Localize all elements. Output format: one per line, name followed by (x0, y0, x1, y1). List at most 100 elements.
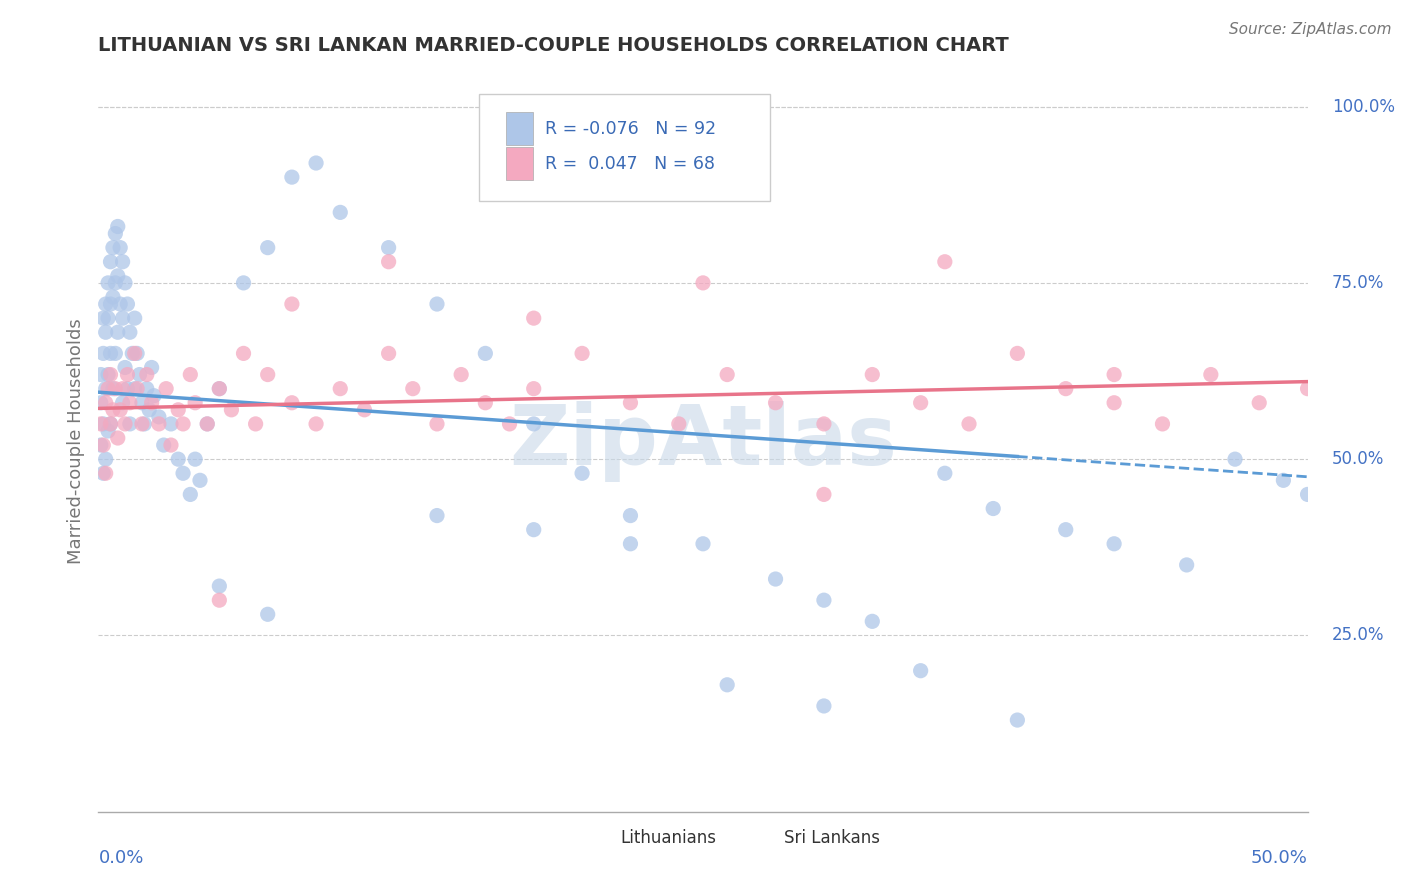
Point (208, 579, 231, 593)
Point (101, 241, 124, 255)
Point (114, 276, 136, 290)
Point (184, 396, 207, 410)
Point (765, 396, 787, 410)
Point (245, 417, 267, 431)
Point (141, 396, 163, 410)
Point (160, 417, 183, 431)
Point (195, 417, 218, 431)
Text: 100.0%: 100.0% (1331, 97, 1395, 116)
Bar (506, 147, 533, 180)
Point (208, 382, 231, 396)
Point (111, 382, 134, 396)
Point (124, 346, 146, 360)
Point (124, 311, 146, 326)
Point (107, 325, 129, 339)
Text: R =  0.047   N = 68: R = 0.047 N = 68 (544, 154, 714, 172)
Point (571, 467, 593, 481)
Point (111, 311, 134, 326)
Point (957, 417, 980, 431)
Point (426, 297, 449, 311)
Point (179, 487, 201, 501)
Point (474, 346, 496, 360)
Point (1007, 346, 1029, 360)
Point (1054, 523, 1077, 537)
Point (523, 382, 546, 396)
Point (172, 467, 194, 481)
Point (1102, 368, 1125, 382)
Point (97, 424, 120, 438)
Point (402, 382, 425, 396)
Point (91, 467, 114, 481)
Point (1175, 558, 1198, 572)
Point (571, 346, 593, 360)
Point (188, 473, 211, 487)
Point (981, 501, 1004, 516)
Point (377, 346, 399, 360)
Text: R = -0.076   N = 92: R = -0.076 N = 92 (544, 120, 716, 137)
Point (716, 678, 738, 692)
Point (107, 268, 129, 283)
Point (523, 523, 546, 537)
Point (523, 311, 546, 326)
Point (619, 508, 641, 523)
Point (101, 290, 124, 304)
Point (141, 360, 163, 375)
Point (108, 402, 131, 417)
Point (114, 360, 136, 375)
Point (1272, 473, 1295, 487)
Point (111, 254, 134, 268)
Point (117, 382, 139, 396)
Point (281, 297, 304, 311)
Point (221, 402, 243, 417)
Point (100, 368, 122, 382)
Text: ZipAtlas: ZipAtlas (509, 401, 897, 482)
Text: Sri Lankans: Sri Lankans (785, 830, 880, 847)
Point (1223, 452, 1246, 467)
Point (91, 311, 114, 326)
Point (1102, 537, 1125, 551)
Point (121, 346, 143, 360)
Point (100, 417, 122, 431)
Point (1199, 368, 1222, 382)
Point (426, 508, 449, 523)
Point (281, 170, 304, 185)
Point (108, 241, 131, 255)
Point (155, 382, 177, 396)
Point (934, 467, 956, 481)
Point (94, 325, 117, 339)
Point (167, 452, 190, 467)
Point (91, 438, 114, 452)
Point (135, 382, 157, 396)
Point (1102, 396, 1125, 410)
Point (668, 417, 690, 431)
Point (107, 219, 129, 234)
Point (101, 382, 124, 396)
Point (143, 389, 166, 403)
Point (118, 417, 141, 431)
Y-axis label: Married-couple Households: Married-couple Households (66, 318, 84, 565)
Point (128, 368, 150, 382)
Point (91, 346, 114, 360)
Point (97, 311, 120, 326)
Point (305, 156, 328, 170)
Point (765, 572, 787, 586)
Point (377, 254, 399, 268)
Point (118, 325, 141, 339)
Point (498, 417, 520, 431)
Point (91, 417, 114, 431)
Text: LITHUANIAN VS SRI LANKAN MARRIED-COUPLE HOUSEHOLDS CORRELATION CHART: LITHUANIAN VS SRI LANKAN MARRIED-COUPLE … (98, 36, 1010, 54)
Point (94, 297, 117, 311)
Point (90, 368, 112, 382)
Point (208, 382, 231, 396)
Point (232, 346, 254, 360)
Bar (506, 112, 533, 145)
Bar (595, 827, 616, 849)
Point (232, 276, 254, 290)
Point (100, 297, 122, 311)
Point (208, 593, 231, 607)
Point (114, 417, 136, 431)
Point (94, 452, 117, 467)
Point (934, 254, 956, 268)
Point (426, 417, 449, 431)
Point (104, 227, 127, 241)
